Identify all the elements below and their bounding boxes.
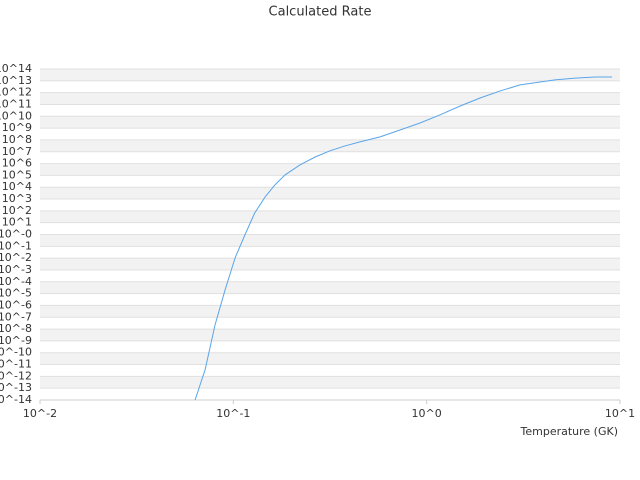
y-tick-label: 10^2	[2, 204, 32, 217]
grid-band	[40, 69, 620, 81]
y-tick-label: 10^3	[2, 192, 32, 205]
y-tick-label: 10^-5	[0, 287, 32, 300]
grid-band	[40, 128, 620, 140]
y-tick-label: 10^-3	[0, 263, 32, 276]
y-tick-label: 10^12	[0, 86, 32, 99]
y-tick-label: 10^-9	[0, 334, 32, 347]
grid-band	[40, 364, 620, 377]
grid-band	[40, 234, 620, 247]
grid-band	[40, 317, 620, 330]
grid-band	[40, 388, 620, 400]
grid-band	[40, 222, 620, 235]
y-tick-label: 10^7	[2, 145, 32, 158]
grid-band	[40, 305, 620, 318]
grid-band	[40, 340, 620, 353]
grid-band	[40, 80, 620, 93]
y-tick-label: 10^4	[2, 180, 32, 193]
grid-band	[40, 258, 620, 270]
y-tick-label: 10^-2	[0, 251, 32, 264]
y-tick-label: 10^11	[0, 97, 32, 110]
y-tick-label: 10^-11	[0, 358, 32, 371]
y-tick-label: 10^-4	[0, 275, 32, 288]
grid-band	[40, 116, 620, 129]
x-tick-label: 10^-1	[216, 407, 250, 420]
y-tick-label: 10^10	[0, 109, 32, 122]
grid-band	[40, 175, 620, 188]
grid-band	[40, 151, 620, 164]
grid-band	[40, 269, 620, 282]
grid-band	[40, 163, 620, 176]
data-line	[194, 76, 613, 401]
y-tick-label: 10^-7	[0, 310, 32, 323]
y-tick-label: 10^-6	[0, 298, 32, 311]
chart-title: Calculated Rate	[269, 5, 372, 20]
grid-band	[40, 246, 620, 259]
grid-band	[40, 293, 620, 306]
grid-band	[40, 92, 620, 105]
grid-band	[40, 352, 620, 365]
y-tick-label: 10^13	[0, 74, 32, 87]
x-tick-label: 10^-2	[23, 407, 57, 420]
grid-band	[40, 187, 620, 200]
y-tick-label: 10^14	[0, 62, 32, 75]
y-tick-label: 10^8	[2, 133, 32, 146]
y-tick-label: 10^5	[2, 168, 32, 181]
grid-band	[40, 139, 620, 152]
x-tick-label: 10^0	[412, 407, 442, 420]
y-tick-label: 10^-13	[0, 381, 32, 394]
x-axis-label: Temperature (GK)	[520, 425, 619, 438]
grid-band	[40, 210, 620, 223]
y-tick-label: 10^-8	[0, 322, 32, 335]
grid-band	[40, 199, 620, 211]
y-tick-label: 10^-10	[0, 346, 32, 359]
y-tick-label: 10^-1	[0, 239, 32, 252]
grid-band	[40, 104, 620, 117]
grid-band	[40, 376, 620, 389]
y-tick-label: 10^-0	[0, 228, 32, 241]
y-tick-label: 10^6	[2, 157, 32, 170]
y-tick-label: 10^-14	[0, 393, 32, 406]
x-tick-label: 10^1	[605, 407, 635, 420]
grid-band	[40, 329, 620, 341]
y-tick-label: 10^-12	[0, 369, 32, 382]
y-tick-label: 10^9	[2, 121, 32, 134]
y-tick-label: 10^1	[2, 216, 32, 229]
grid-band	[40, 281, 620, 294]
